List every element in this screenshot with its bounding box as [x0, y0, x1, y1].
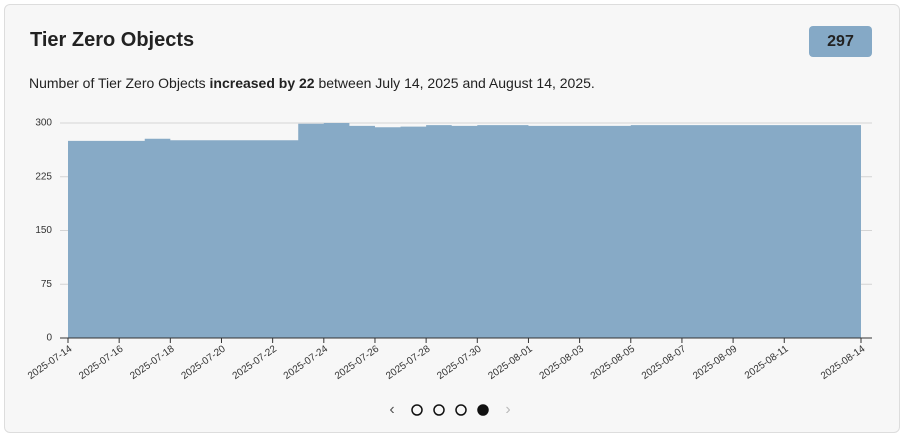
y-tick-label: 225 [35, 171, 52, 182]
description: Number of Tier Zero Objects increased by… [29, 75, 595, 91]
x-tick-label: 2025-07-28 [384, 343, 433, 382]
x-tick-label: 2025-07-20 [180, 343, 229, 382]
x-tick-label: 2025-07-26 [333, 343, 382, 382]
description-emphasis: increased by 22 [209, 75, 315, 91]
area [68, 123, 861, 338]
y-tick-label: 150 [35, 225, 52, 236]
x-tick-label: 2025-07-30 [435, 343, 484, 382]
count-badge: 297 [809, 26, 872, 57]
x-tick-label: 2025-08-14 [819, 343, 868, 382]
y-tick-label: 75 [41, 279, 53, 290]
pager-dot[interactable] [455, 404, 467, 416]
x-tick-label: 2025-08-09 [691, 343, 740, 382]
y-tick-label: 300 [35, 118, 52, 129]
x-tick-label: 2025-07-24 [282, 343, 331, 382]
x-tick-label: 2025-08-03 [538, 343, 587, 382]
card-title: Tier Zero Objects [30, 29, 195, 51]
pager-prev[interactable]: ‹ [389, 401, 394, 418]
y-tick-label: 0 [46, 333, 52, 344]
x-tick-label: 2025-08-11 [743, 343, 791, 381]
x-tick-label: 2025-07-16 [77, 343, 126, 382]
description-text: between July 14, 2025 and August 14, 202… [318, 75, 595, 91]
description-text: Number of Tier Zero Objects [29, 75, 206, 91]
x-tick-label: 2025-07-18 [128, 343, 177, 382]
pager-dot[interactable] [433, 404, 445, 416]
x-tick-label: 2025-08-05 [589, 343, 638, 382]
x-tick-label: 2025-08-01 [486, 343, 535, 382]
x-tick-label: 2025-08-07 [640, 343, 689, 382]
pager-dot[interactable] [411, 404, 423, 416]
x-tick-label: 2025-07-22 [231, 343, 280, 382]
pager-next[interactable]: › [505, 401, 510, 418]
x-tick-label: 2025-07-14 [26, 343, 75, 382]
pager-dot[interactable] [477, 404, 489, 416]
